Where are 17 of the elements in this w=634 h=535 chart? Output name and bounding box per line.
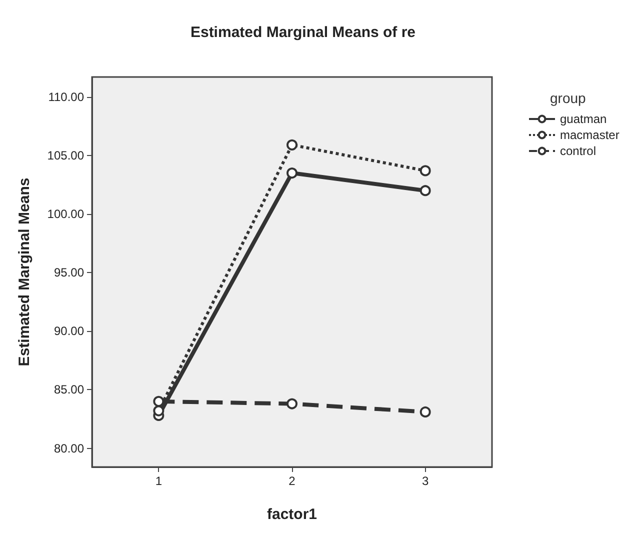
- legend-label: macmaster: [560, 128, 620, 142]
- y-tick-label: 105.00: [47, 148, 84, 162]
- y-tick-label: 90.00: [54, 324, 84, 338]
- x-axis-title: factor1: [266, 506, 318, 523]
- y-axis-title: Estimated Marginal Means: [16, 178, 33, 366]
- legend-label: guatman: [560, 112, 607, 126]
- y-tick-label: 110.00: [48, 90, 84, 104]
- y-tick-label: 85.00: [54, 382, 84, 397]
- legend-label: control: [560, 144, 596, 158]
- x-tick-label: 3: [422, 474, 429, 488]
- y-tick-label: 95.00: [54, 266, 84, 280]
- x-tick-label: 2: [288, 474, 296, 488]
- y-tick-label: 100.00: [47, 207, 84, 222]
- x-tick-label: 1: [155, 474, 162, 488]
- y-tick-label: 80.00: [54, 441, 84, 456]
- legend-title: group: [550, 90, 586, 106]
- chart-title: Estimated Marginal Means of re: [190, 24, 416, 41]
